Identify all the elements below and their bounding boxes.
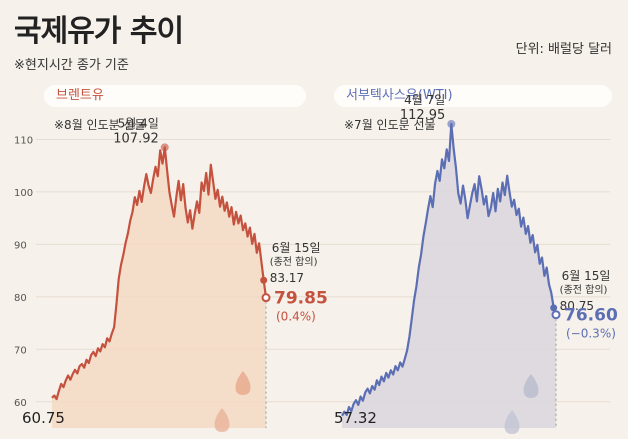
wti-event-note: (종전 합의) (560, 284, 608, 296)
oil-drop-icon (504, 410, 520, 434)
brent-event-value: 83.17 (270, 271, 304, 285)
wti-area (342, 124, 556, 428)
brent-note: ※8월 인도분 선물 (54, 118, 146, 132)
page-title: 국제유가 추이 (14, 14, 184, 49)
brent-start-value: 60.75 (22, 409, 65, 427)
y-tick-label: 110 (14, 135, 33, 146)
wti-event-value: 80.75 (560, 299, 594, 313)
wti-event-date: 6월 15일 (562, 269, 611, 283)
wti-panel-label: 서부텍사스유(WTI) (334, 85, 612, 107)
brent-event-note: (종전 합의) (270, 256, 318, 268)
y-tick-label: 60 (14, 398, 27, 409)
wti-event-point (550, 304, 558, 312)
wti-start-value: 57.32 (334, 409, 377, 427)
wti-last-change: (−0.3%) (566, 327, 616, 341)
brent-area (52, 147, 266, 429)
y-tick-label: 90 (14, 240, 27, 251)
wti-peak-date: 4월 7일 (404, 93, 445, 107)
brent-last-value: 79.85 (274, 289, 328, 309)
oil-drop-icon (214, 408, 230, 432)
wti-line (341, 122, 558, 417)
brent-peak-point (160, 143, 169, 152)
page-subtitle: ※현지시간 종가 기준 (14, 58, 129, 73)
wti-last-value: 76.60 (564, 306, 618, 326)
y-tick-label: 70 (14, 345, 27, 356)
wti-note: ※7월 인도분 선물 (344, 118, 436, 132)
y-tick-label: 100 (14, 188, 33, 199)
brent-peak-date: 5월 4일 (118, 116, 159, 130)
oil-drop-icon (235, 371, 251, 395)
y-tick-label: 80 (14, 293, 27, 304)
oil-drop-icon (523, 374, 539, 398)
brent-peak-value: 107.92 (113, 131, 159, 146)
brent-event-point (260, 276, 268, 284)
unit-label: 단위: 배럴당 달러 (515, 42, 612, 57)
brent-panel-label: 브렌트유 (44, 85, 306, 107)
brent-line (51, 146, 268, 401)
brent-last-point (261, 293, 271, 303)
brent-last-change: (0.4%) (276, 310, 316, 324)
wti-peak-point (447, 120, 456, 128)
wti-peak-value: 112.95 (400, 108, 446, 123)
wti-last-point (551, 310, 561, 320)
brent-event-date: 6월 15일 (272, 241, 321, 255)
